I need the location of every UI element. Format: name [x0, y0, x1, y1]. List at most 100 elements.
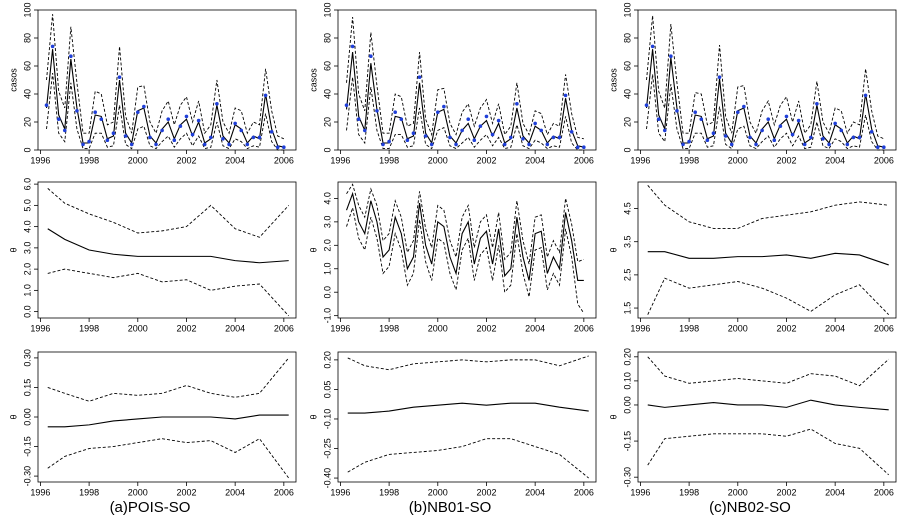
x-tick-label: 2004 [825, 155, 845, 165]
x-tick-label: 2000 [128, 487, 148, 497]
data-point [790, 132, 795, 137]
y-tick-label: 0 [22, 147, 32, 152]
plot-frame [337, 351, 597, 483]
y-tick-label: 100 [22, 2, 32, 17]
data-point [472, 138, 477, 142]
x-tick-label: 1996 [630, 155, 650, 165]
x-tick-label: 2004 [825, 323, 845, 333]
data-point [545, 142, 550, 147]
x-tick-label: 2006 [274, 155, 294, 165]
x-tick-label: 2000 [728, 323, 748, 333]
data-point [69, 54, 73, 58]
data-point [423, 134, 428, 138]
y-tick-label: 3.0 [322, 216, 332, 229]
data-point [575, 145, 580, 149]
data-point [202, 142, 207, 147]
data-point [766, 117, 771, 121]
x-tick-label: 1996 [330, 155, 350, 165]
data-point [154, 142, 158, 147]
x-tick-label: 2000 [428, 155, 448, 165]
data-point [56, 117, 61, 121]
y-tick-label: 0.05 [322, 381, 332, 399]
y-tick-label: 100 [322, 2, 332, 17]
data-point [233, 121, 237, 126]
data-point [239, 128, 244, 133]
y-tick-label: -0.40 [322, 468, 332, 489]
y-tick-label: 20 [22, 117, 32, 127]
plot-frame [637, 181, 897, 319]
data-point [729, 142, 734, 147]
data-point [172, 138, 177, 142]
data-point [275, 145, 280, 149]
x-tick-label: 2002 [476, 323, 496, 333]
x-tick-label: 2004 [225, 155, 245, 165]
data-point [490, 132, 495, 137]
series-line [47, 228, 289, 264]
series-line [47, 268, 290, 317]
y-tick-label: 0.0 [322, 286, 332, 299]
series-line [346, 206, 585, 314]
series-line [647, 428, 890, 476]
series-line [645, 49, 884, 148]
data-point [693, 110, 697, 114]
y-tick-label: 1.0 [322, 263, 332, 276]
data-point [539, 128, 544, 133]
y-tick-label: 80 [22, 33, 32, 43]
plot-frame [637, 351, 897, 483]
data-point [851, 135, 856, 140]
y-tick-label: -0.30 [22, 466, 32, 487]
y-tick-label: 0.0 [22, 305, 32, 318]
data-point [821, 137, 825, 141]
data-point [735, 110, 740, 114]
data-point [454, 142, 458, 147]
x-tick-label: 2002 [176, 155, 196, 165]
x-tick-label: 2004 [525, 155, 545, 165]
data-point [99, 117, 104, 121]
y-tick-label: -0.30 [622, 467, 632, 488]
x-tick-label: 2000 [728, 155, 748, 165]
data-point [681, 142, 685, 147]
y-tick-label: 40 [322, 89, 332, 99]
data-point [62, 128, 67, 133]
data-point [393, 110, 397, 114]
series-line [346, 77, 584, 151]
x-tick-label: 1996 [30, 155, 50, 165]
y-tick-label: 100 [622, 2, 632, 17]
data-point [190, 132, 195, 137]
x-tick-label: 1998 [679, 155, 699, 165]
data-point [93, 110, 97, 114]
y-tick-label: 4.0 [22, 220, 32, 233]
y-tick-label: 60 [22, 61, 32, 71]
data-point [50, 44, 55, 49]
x-tick-label: 1998 [679, 323, 699, 333]
data-point [521, 137, 525, 141]
x-tick-label: 2000 [128, 155, 148, 165]
x-tick-label: 2006 [574, 155, 594, 165]
series-line [647, 356, 890, 387]
y-tick-label: 20 [322, 117, 332, 127]
data-point [802, 142, 807, 147]
series-line [647, 185, 889, 229]
y-tick-label: 5.0 [22, 199, 32, 212]
data-point [563, 93, 568, 98]
data-point [435, 110, 440, 114]
data-point [754, 142, 758, 147]
y-axis-label: casos [308, 68, 318, 92]
series-line [345, 51, 584, 148]
caption: (c)NB02-SO [709, 499, 791, 516]
data-point [582, 145, 586, 149]
data-point [442, 104, 446, 109]
y-tick-label: 40 [22, 89, 32, 99]
data-point [515, 102, 519, 106]
y-tick-label: 80 [622, 33, 632, 43]
data-point [784, 114, 789, 119]
y-tick-label: 6.0 [22, 178, 32, 191]
series-line [47, 414, 289, 428]
y-tick-label: 0.15 [22, 379, 32, 397]
plot-frame [337, 181, 597, 319]
y-tick-label: 2.5 [622, 269, 632, 282]
data-point [411, 131, 416, 135]
series-line [647, 399, 889, 411]
data-point [827, 142, 831, 147]
x-tick-label: 2002 [176, 487, 196, 497]
